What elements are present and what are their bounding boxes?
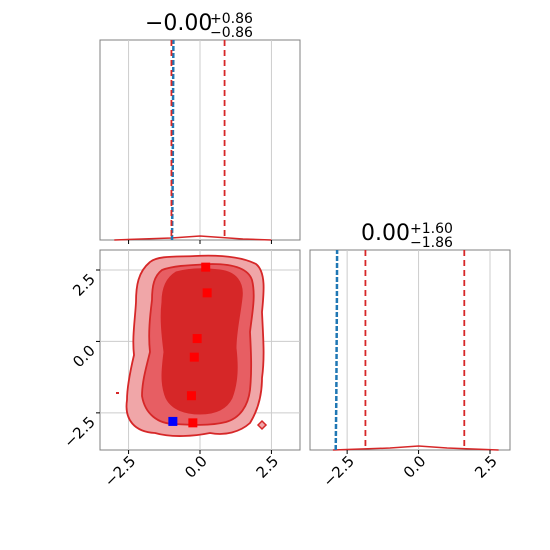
marginal-x-marks — [114, 39, 272, 241]
marginal-y-tick-label-1: 0.0 — [400, 452, 430, 482]
marginal-y-trace — [334, 249, 339, 451]
marginal-y-panel: 0.00 +1.60 −1.86 −2.5 0.0 2.5 — [309, 221, 511, 491]
joint-point-red-1 — [202, 288, 212, 298]
joint-point-red-2 — [192, 334, 202, 344]
marginal-x-title: −0.00 — [145, 11, 212, 36]
speck-2 — [256, 419, 268, 431]
marginal-x-panel: −0.00 +0.86 −0.86 — [99, 11, 301, 244]
joint-point-red-4 — [186, 391, 196, 401]
marginal-y-tick-label-2: 2.5 — [471, 452, 501, 482]
joint-points — [168, 262, 212, 428]
joint-point-red-5 — [188, 418, 198, 428]
marginal-x-ticks — [128, 240, 272, 244]
marginal-y-tick-label-0: −2.5 — [319, 452, 357, 490]
joint-panel: −2.5 0.0 2.5 −2.5 0.0 2.5 — [60, 249, 301, 491]
marginal-y-ticks: −2.5 0.0 2.5 — [319, 450, 501, 491]
joint-xticks: −2.5 0.0 2.5 — [101, 450, 282, 491]
joint-point-red-0 — [201, 262, 211, 272]
marginal-y-title-sub: −1.86 — [410, 235, 453, 251]
joint-xtick-label-2: 2.5 — [253, 452, 283, 482]
joint-xtick-label-1: 0.0 — [181, 452, 211, 482]
joint-ytick-label-1: 0.0 — [69, 342, 99, 372]
marginal-y-title-sup: +1.60 — [410, 221, 453, 237]
marginal-y-grid — [346, 250, 491, 450]
marginal-y-histogram — [332, 445, 499, 451]
marginal-x-title-sup: +0.86 — [210, 11, 253, 27]
joint-contours — [116, 254, 268, 437]
marginal-x-trace — [170, 39, 175, 241]
marginal-y-frame — [309, 249, 511, 451]
marginal-x-histogram — [114, 235, 272, 241]
joint-point-red-3 — [189, 352, 199, 362]
marginal-x-grid — [128, 40, 272, 240]
speck-1 — [116, 392, 119, 394]
marginal-y-marks — [332, 249, 499, 451]
marginal-x-title-sub: −0.86 — [210, 25, 253, 41]
joint-ytick-label-0: −2.5 — [60, 413, 98, 451]
joint-yticks: −2.5 0.0 2.5 — [60, 269, 100, 451]
marginal-y-title: 0.00 — [361, 221, 410, 246]
contour-inner — [160, 268, 243, 415]
joint-point-blue-0 — [168, 416, 178, 426]
joint-ytick-label-2: 2.5 — [69, 270, 99, 300]
joint-xtick-label-0: −2.5 — [101, 452, 139, 490]
